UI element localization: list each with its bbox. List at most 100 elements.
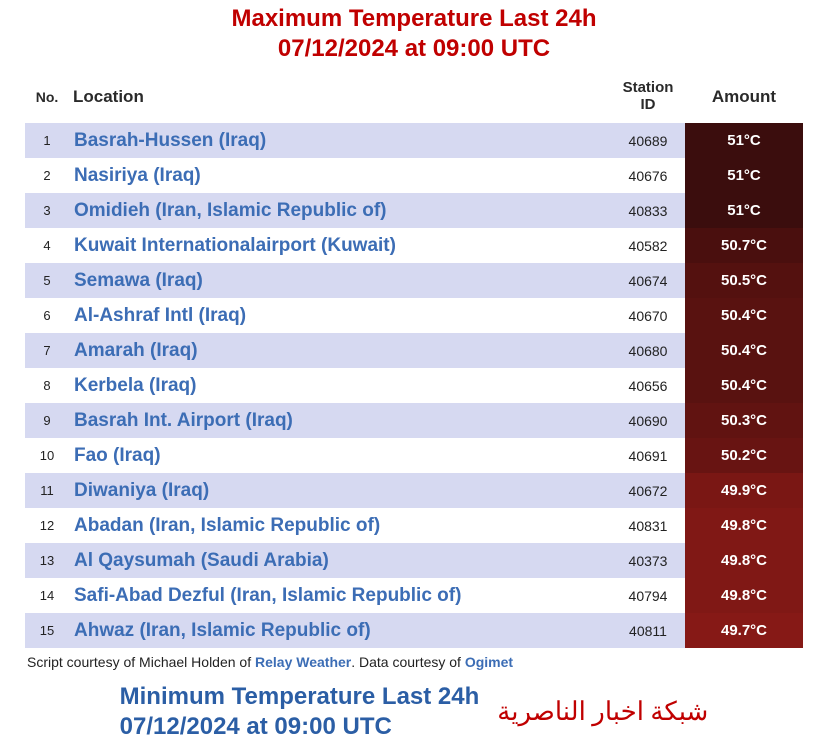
table-row: 12Abadan (Iran, Islamic Republic of) 4083… [25,508,803,543]
table-row: 9Basrah Int. Airport (Iraq) 4069050.3°C [25,403,803,438]
cell-station-id: 40582 [611,228,685,263]
cell-amount: 50.7°C [685,228,803,263]
location-link[interactable]: Safi-Abad Dezful (Iran, Islamic Republic… [74,585,461,606]
table-row: 11Diwaniya (Iraq) 4067249.9°C [25,473,803,508]
page-container: Maximum Temperature Last 24h 07/12/2024 … [0,0,828,748]
table-row: 7Amarah (Iraq) 4068050.4°C [25,333,803,368]
cell-station-id: 40373 [611,543,685,578]
cell-station-id: 40680 [611,333,685,368]
credits-line: Script courtesy of Michael Holden of Rel… [25,648,803,682]
location-link[interactable]: Al Qaysumah (Saudi Arabia) [74,550,329,571]
cell-station-id: 40676 [611,158,685,193]
location-link[interactable]: Abadan (Iran, Islamic Republic of) [74,515,380,536]
table-body: 1Basrah-Hussen (Iraq)4068951°C2Nasiriya … [25,123,803,648]
cell-station-id: 40672 [611,473,685,508]
arabic-network-logo: شبكة اخبار الناصرية [497,697,708,727]
cell-location: Nasiriya (Iraq) [69,158,611,193]
location-link[interactable]: Basrah-Hussen (Iraq) [74,130,266,151]
cell-location: Kerbela (Iraq) [69,368,611,403]
location-link[interactable]: Omidieh (Iran, Islamic Republic of) [74,200,387,221]
cell-no: 1 [25,123,69,158]
cell-no: 7 [25,333,69,368]
cell-no: 14 [25,578,69,613]
cell-amount: 51°C [685,193,803,228]
location-link[interactable]: Basrah Int. Airport (Iraq) [74,410,293,431]
cell-amount: 51°C [685,123,803,158]
table-header-row: No. Location Station ID Amount [25,74,803,123]
cell-amount: 50.2°C [685,438,803,473]
cell-station-id: 40689 [611,123,685,158]
table-row: 13Al Qaysumah (Saudi Arabia) 4037349.8°C [25,543,803,578]
cell-amount: 50.5°C [685,263,803,298]
cell-no: 12 [25,508,69,543]
credits-link-relay-weather[interactable]: Relay Weather [255,654,351,670]
cell-station-id: 40811 [611,613,685,648]
cell-no: 11 [25,473,69,508]
cell-location: Diwaniya (Iraq) [69,473,611,508]
cell-amount: 49.7°C [685,613,803,648]
cell-station-id: 40670 [611,298,685,333]
cell-no: 9 [25,403,69,438]
cell-location: Semawa (Iraq) [69,263,611,298]
cell-station-id: 40690 [611,403,685,438]
cell-location: Kuwait Internationalairport (Kuwait) [69,228,611,263]
location-link[interactable]: Al-Ashraf Intl (Iraq) [74,305,246,326]
cell-amount: 49.9°C [685,473,803,508]
location-link[interactable]: Diwaniya (Iraq) [74,480,209,501]
cell-no: 5 [25,263,69,298]
table-row: 15Ahwaz (Iran, Islamic Republic of) 40811… [25,613,803,648]
header-title-block: Maximum Temperature Last 24h 07/12/2024 … [25,0,803,74]
col-header-location: Location [69,74,611,123]
credits-link-ogimet[interactable]: Ogimet [465,654,513,670]
table-row: 14Safi-Abad Dezful (Iran, Islamic Republ… [25,578,803,613]
credits-prefix: Script courtesy of Michael Holden of [27,654,255,670]
col-header-no: No. [25,74,69,123]
col-header-station-id: Station ID [611,74,685,123]
cell-no: 6 [25,298,69,333]
cell-location: Fao (Iraq) [69,438,611,473]
cell-amount: 50.4°C [685,333,803,368]
cell-no: 13 [25,543,69,578]
table-row: 5Semawa (Iraq) 4067450.5°C [25,263,803,298]
footer-title-line2: 07/12/2024 at 09:00 UTC [120,712,480,742]
table-row: 6Al-Ashraf Intl (Iraq) 4067050.4°C [25,298,803,333]
table-row: 4Kuwait Internationalairport (Kuwait) 405… [25,228,803,263]
location-link[interactable]: Semawa (Iraq) [74,270,203,291]
cell-station-id: 40691 [611,438,685,473]
cell-location: Safi-Abad Dezful (Iran, Islamic Republic… [69,578,611,613]
cell-station-id: 40674 [611,263,685,298]
cell-location: Al-Ashraf Intl (Iraq) [69,298,611,333]
table-row: 2Nasiriya (Iraq) 4067651°C [25,158,803,193]
cell-location: Abadan (Iran, Islamic Republic of) [69,508,611,543]
location-link[interactable]: Amarah (Iraq) [74,340,198,361]
location-link[interactable]: Kuwait Internationalairport (Kuwait) [74,235,396,256]
cell-station-id: 40833 [611,193,685,228]
cell-station-id: 40794 [611,578,685,613]
cell-amount: 50.4°C [685,298,803,333]
cell-no: 10 [25,438,69,473]
footer-title-line1: Minimum Temperature Last 24h [120,682,480,712]
cell-no: 4 [25,228,69,263]
cell-location: Basrah Int. Airport (Iraq) [69,403,611,438]
table-row: 1Basrah-Hussen (Iraq) 4068951°C [25,123,803,158]
cell-no: 2 [25,158,69,193]
cell-amount: 51°C [685,158,803,193]
footer-title-text: Minimum Temperature Last 24h 07/12/2024 … [120,682,480,742]
cell-amount: 49.8°C [685,578,803,613]
cell-location: Ahwaz (Iran, Islamic Republic of) [69,613,611,648]
location-link[interactable]: Ahwaz (Iran, Islamic Republic of) [74,620,371,641]
table-row: 10Fao (Iraq) 4069150.2°C [25,438,803,473]
cell-amount: 49.8°C [685,508,803,543]
cell-amount: 50.4°C [685,368,803,403]
temperature-table: No. Location Station ID Amount 1Basrah-H… [25,74,803,648]
cell-station-id: 40831 [611,508,685,543]
location-link[interactable]: Nasiriya (Iraq) [74,165,201,186]
cell-station-id: 40656 [611,368,685,403]
cell-no: 15 [25,613,69,648]
table-row: 3Omidieh (Iran, Islamic Republic of) 4083… [25,193,803,228]
cell-no: 3 [25,193,69,228]
cell-amount: 49.8°C [685,543,803,578]
location-link[interactable]: Fao (Iraq) [74,445,161,466]
location-link[interactable]: Kerbela (Iraq) [74,375,196,396]
cell-amount: 50.3°C [685,403,803,438]
